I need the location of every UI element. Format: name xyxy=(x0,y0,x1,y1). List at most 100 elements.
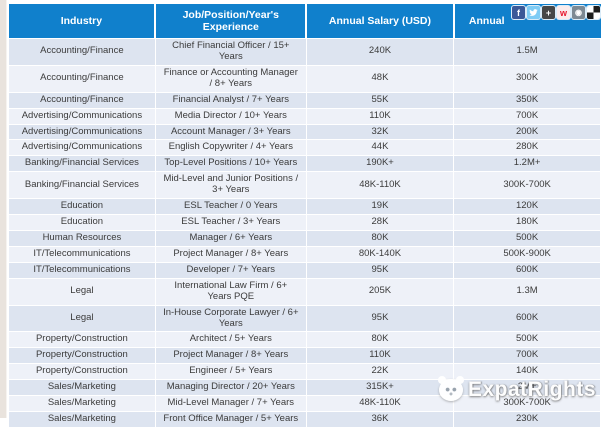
cell-industry: Banking/Financial Services xyxy=(8,171,156,200)
cell-usd: 110K xyxy=(305,347,455,365)
cell-job: Media Director / 10+ Years xyxy=(154,107,307,125)
cell-usd: 32K xyxy=(305,123,455,141)
table-row: IT/Telecommunications Developer / 7+ Year… xyxy=(8,261,601,279)
table-row: Banking/Financial Services Top-Level Posi… xyxy=(8,155,601,173)
cell-industry: Legal xyxy=(8,304,156,333)
cell-job: Project Manager / 8+ Years xyxy=(154,347,307,365)
cell-industry: Legal xyxy=(8,277,156,306)
cell-industry: IT/Telecommunications xyxy=(8,245,156,263)
table-row: Property/Construction Engineer / 5+ Years… xyxy=(8,363,601,381)
cell-usd: 80K-140K xyxy=(305,245,455,263)
cell-industry: Accounting/Finance xyxy=(8,64,156,93)
cell-industry: Advertising/Communications xyxy=(8,123,156,141)
cell-job: Engineer / 5+ Years xyxy=(154,363,307,381)
social-share-bar: f + w ◉ xyxy=(512,6,600,19)
weibo-icon[interactable]: w xyxy=(557,6,570,19)
cell-usd: 44K xyxy=(305,139,455,157)
cell-job: Account Manager / 3+ Years xyxy=(154,123,307,141)
cell-annual: 300K xyxy=(453,64,601,93)
cell-annual: 230K xyxy=(453,411,601,428)
column-header-salary-usd: Annual Salary (USD) xyxy=(305,4,454,39)
cell-usd: 110K xyxy=(305,107,455,125)
salary-table: Industry Job/Position/Year's Experience … xyxy=(8,4,601,428)
camera-icon[interactable]: ◉ xyxy=(572,6,585,19)
table-row: IT/Telecommunications Project Manager / 8… xyxy=(8,245,601,263)
cell-annual: 700K xyxy=(453,347,601,365)
cell-job: Project Manager / 8+ Years xyxy=(154,245,307,263)
cell-annual: 140K xyxy=(453,363,601,381)
table-row: Advertising/Communications Account Manage… xyxy=(8,123,601,141)
cell-annual: 700K xyxy=(453,107,601,125)
cell-job: Mid-Level Manager / 7+ Years xyxy=(154,395,307,413)
cell-job: Finance or Accounting Manager / 8+ Years xyxy=(154,64,307,93)
cell-industry: Accounting/Finance xyxy=(8,91,156,109)
cell-annual: 1.3M xyxy=(453,277,601,306)
cell-usd: 190K+ xyxy=(305,155,455,173)
table-row: Sales/Marketing Front Office Manager / 5+… xyxy=(8,411,601,428)
cell-job: ESL Teacher / 3+ Years xyxy=(154,214,307,231)
salary-table-container: Industry Job/Position/Year's Experience … xyxy=(8,4,601,428)
cell-usd: 22K xyxy=(305,363,455,381)
cell-usd: 80K xyxy=(305,229,455,247)
cell-job: ESL Teacher / 0 Years xyxy=(154,198,307,216)
cell-annual: 600K xyxy=(453,304,601,333)
cell-annual: 350K xyxy=(453,91,601,109)
share-more-icon[interactable] xyxy=(587,6,600,19)
cell-annual: 300K-700K xyxy=(453,171,601,200)
cell-job: Manager / 6+ Years xyxy=(154,229,307,247)
cell-job: English Copywriter / 4+ Years xyxy=(154,139,307,157)
cell-usd: 205K xyxy=(305,277,455,306)
cell-industry: Sales/Marketing xyxy=(8,395,156,413)
table-row: Accounting/Finance Chief Financial Office… xyxy=(8,38,601,66)
cell-industry: Property/Construction xyxy=(8,347,156,365)
cell-usd: 19K xyxy=(305,198,455,216)
cell-annual: 500K-900K xyxy=(453,245,601,263)
share-plus-icon[interactable]: + xyxy=(542,6,555,19)
cell-industry: Sales/Marketing xyxy=(8,379,156,397)
cell-industry: Banking/Financial Services xyxy=(8,155,156,173)
table-row: Property/Construction Architect / 5+ Year… xyxy=(8,331,601,349)
facebook-icon[interactable]: f xyxy=(512,6,525,19)
column-header-job: Job/Position/Year's Experience xyxy=(154,4,307,39)
cell-usd: 48K-110K xyxy=(305,171,455,200)
cell-industry: Property/Construction xyxy=(8,331,156,349)
table-row: Sales/Marketing Mid-Level Manager / 7+ Ye… xyxy=(8,395,601,413)
cell-usd: 55K xyxy=(305,91,455,109)
table-row: Sales/Marketing Managing Director / 20+ Y… xyxy=(8,379,601,397)
table-body: Accounting/Finance Chief Financial Office… xyxy=(8,38,601,428)
cell-usd: 95K xyxy=(305,261,455,279)
column-header-industry: Industry xyxy=(8,4,156,39)
cell-usd: 80K xyxy=(305,331,455,349)
cell-annual: 120K xyxy=(453,198,601,216)
cell-annual: 500K xyxy=(453,331,601,349)
cell-industry: Sales/Marketing xyxy=(8,411,156,428)
cell-annual: 1.2M+ xyxy=(453,155,601,173)
cell-job: Mid-Level and Junior Positions / 3+ Year… xyxy=(154,171,307,200)
table-row: Accounting/Finance Finance or Accounting … xyxy=(8,64,601,93)
cell-annual: 280K xyxy=(453,139,601,157)
cell-industry: Education xyxy=(8,214,156,231)
table-row: Legal International Law Firm / 6+ Years P… xyxy=(8,277,601,306)
cell-industry: Property/Construction xyxy=(8,363,156,381)
table-row: Legal In-House Corporate Lawyer / 6+ Year… xyxy=(8,304,601,333)
cell-industry: Education xyxy=(8,198,156,216)
left-edge-strip xyxy=(0,0,7,418)
cell-job: Developer / 7+ Years xyxy=(154,261,307,279)
cell-usd: 240K xyxy=(305,38,455,66)
cell-job: In-House Corporate Lawyer / 6+ Years xyxy=(154,304,307,333)
cell-usd: 95K xyxy=(305,304,455,333)
twitter-icon[interactable] xyxy=(527,6,540,19)
table-row: Human Resources Manager / 6+ Years 80K 500K xyxy=(8,229,601,247)
cell-job: Front Office Manager / 5+ Years xyxy=(154,411,307,428)
cell-annual: 2M+ xyxy=(453,379,601,397)
cell-industry: IT/Telecommunications xyxy=(8,261,156,279)
cell-job: Top-Level Positions / 10+ Years xyxy=(154,155,307,173)
cell-industry: Human Resources xyxy=(8,229,156,247)
cell-annual: 500K xyxy=(453,229,601,247)
table-row: Advertising/Communications English Copywr… xyxy=(8,139,601,157)
table-row: Property/Construction Project Manager / 8… xyxy=(8,347,601,365)
cell-annual: 200K xyxy=(453,123,601,141)
cell-industry: Advertising/Communications xyxy=(8,139,156,157)
cell-job: Financial Analyst / 7+ Years xyxy=(154,91,307,109)
cell-job: Chief Financial Officer / 15+ Years xyxy=(154,38,307,66)
